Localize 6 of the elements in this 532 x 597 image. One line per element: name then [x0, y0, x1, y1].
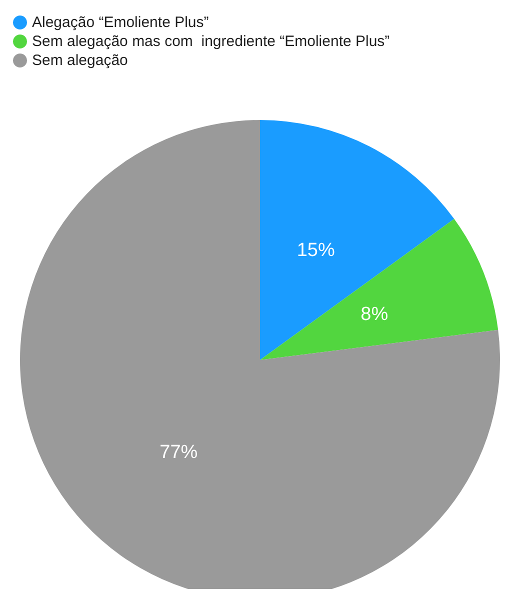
legend-label: Sem alegação mas com ingrediente “Emoliente Plus” — [32, 33, 390, 50]
legend-label: Sem alegação — [32, 52, 128, 69]
data-label: 77% — [160, 442, 198, 463]
legend-label: Alegação “Emoliente Plus” — [32, 14, 209, 31]
data-label: 8% — [360, 304, 388, 326]
data-label: 15% — [296, 240, 335, 261]
